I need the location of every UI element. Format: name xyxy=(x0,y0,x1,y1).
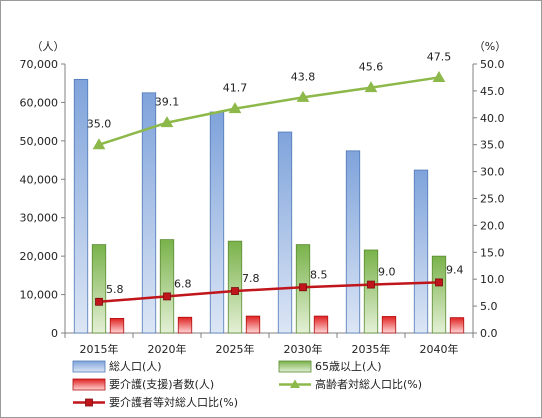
right-tick-label: 45.0 xyxy=(480,85,505,98)
data-label: 9.4 xyxy=(446,263,464,276)
legend-label: 要介護者等対総人口比(%) xyxy=(109,395,238,409)
bar xyxy=(381,316,397,334)
right-tick-label: 50.0 xyxy=(480,58,505,71)
left-tick-label: 30,000 xyxy=(20,212,59,225)
data-label: 6.8 xyxy=(174,277,192,290)
point xyxy=(364,81,378,93)
left-tick-label: 20,000 xyxy=(20,250,59,263)
point xyxy=(228,102,242,114)
legend-label: 総人口(人) xyxy=(109,359,162,373)
x-tick-label: 2040年 xyxy=(420,342,459,356)
bar xyxy=(313,315,329,334)
right-tick-label: 40.0 xyxy=(480,112,505,125)
point xyxy=(435,278,443,287)
point xyxy=(432,70,446,82)
bar xyxy=(363,249,379,334)
right-tick-label: 20.0 xyxy=(480,219,505,232)
right-tick-label: 35.0 xyxy=(480,139,505,152)
legend-label: 高齢者対総人口比(%) xyxy=(315,377,422,391)
bar xyxy=(345,150,361,334)
series-line xyxy=(98,76,440,146)
legend-label: 65歳以上(人) xyxy=(315,360,382,373)
bar xyxy=(109,317,125,334)
legend-swatch xyxy=(72,360,106,373)
right-tick-label: 0.0 xyxy=(480,327,498,340)
data-label: 43.8 xyxy=(291,70,316,83)
left-tick-label: 70,000 xyxy=(20,58,59,71)
legend-marker xyxy=(290,379,300,388)
point xyxy=(367,280,375,289)
point xyxy=(92,138,106,150)
data-label: 47.5 xyxy=(427,50,452,63)
series-line xyxy=(98,281,440,304)
right-tick-label: 10.0 xyxy=(480,273,505,286)
point xyxy=(231,287,239,295)
right-axis-unit: （%） xyxy=(474,40,506,53)
point xyxy=(299,283,307,292)
right-tick-label: 5.0 xyxy=(480,300,498,313)
x-tick-label: 2030年 xyxy=(284,342,323,356)
data-label: 5.8 xyxy=(106,283,124,296)
left-tick-label: 0 xyxy=(51,327,58,340)
left-tick-label: 10,000 xyxy=(20,289,59,302)
bar xyxy=(431,255,447,334)
left-tick-label: 50,000 xyxy=(20,135,59,148)
legend-swatch xyxy=(278,360,312,373)
left-tick-label: 40,000 xyxy=(20,173,59,186)
bar xyxy=(209,111,225,334)
bar xyxy=(141,92,157,334)
point xyxy=(95,297,103,306)
left-axis-unit: （人） xyxy=(32,40,65,53)
bar xyxy=(449,317,465,334)
right-tick-label: 25.0 xyxy=(480,193,505,206)
legend-swatch xyxy=(72,378,106,391)
data-label: 41.7 xyxy=(223,82,248,95)
x-tick-label: 2025年 xyxy=(216,342,255,356)
bar xyxy=(91,244,107,334)
bar xyxy=(73,78,89,334)
data-label: 7.8 xyxy=(242,272,260,285)
bar xyxy=(177,316,193,334)
legend-marker xyxy=(85,398,93,407)
bar xyxy=(227,240,243,334)
x-tick-label: 2015年 xyxy=(80,342,119,356)
point xyxy=(160,116,174,128)
data-label: 35.0 xyxy=(87,118,112,131)
left-tick-label: 60,000 xyxy=(20,96,59,109)
right-tick-label: 30.0 xyxy=(480,166,505,179)
legend-label: 要介護(支援)者数(人) xyxy=(109,377,214,391)
right-tick-label: 15.0 xyxy=(480,246,505,259)
data-label: 9.0 xyxy=(378,266,396,279)
bar xyxy=(159,239,175,334)
data-label: 39.1 xyxy=(155,96,180,109)
point xyxy=(296,90,310,102)
bar xyxy=(277,131,293,334)
x-tick-label: 2020年 xyxy=(148,342,187,356)
data-label: 45.6 xyxy=(359,61,384,74)
bar xyxy=(245,315,261,334)
x-tick-label: 2035年 xyxy=(352,342,391,356)
bar xyxy=(413,169,429,334)
point xyxy=(163,292,171,301)
data-label: 8.5 xyxy=(310,268,328,281)
